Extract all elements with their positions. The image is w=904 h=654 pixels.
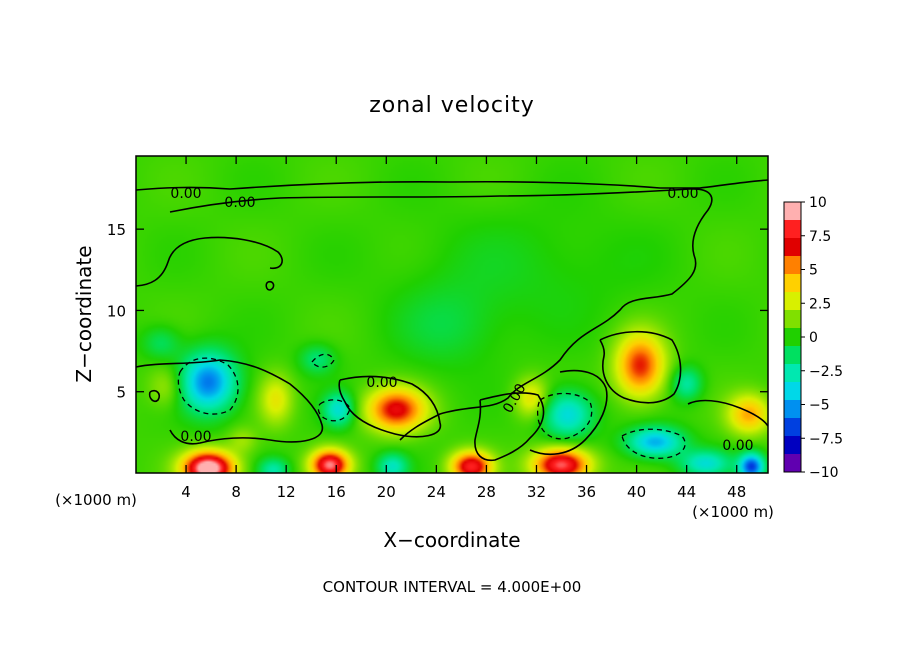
contour-line	[338, 375, 442, 438]
x-axis-unit-left: (×1000 m)	[55, 491, 137, 509]
x-axis-unit-right: (×1000 m)	[692, 503, 774, 521]
colorbar-swatch	[784, 400, 801, 419]
contour-line	[687, 399, 769, 427]
y-tick-label: 10	[107, 302, 126, 320]
colorbar-swatch	[784, 346, 801, 365]
x-tick-label: 28	[477, 483, 496, 501]
colorbar-swatch	[784, 382, 801, 401]
colorbar-swatch	[784, 292, 801, 311]
contour-line	[135, 179, 769, 191]
x-axis: 4 8 12 16 20 24 28 32 36 40 44 48	[181, 156, 746, 501]
contour-label-text: 0.00	[667, 186, 698, 202]
colorbar-tick-label: 7.5	[809, 229, 831, 245]
y-axis-label: Z−coordinate	[72, 245, 96, 382]
colorbar-swatch	[784, 256, 801, 275]
x-tick-label: 44	[677, 483, 696, 501]
contour-line	[311, 353, 335, 368]
colorbar-swatch	[784, 454, 801, 473]
x-tick-label: 40	[627, 483, 646, 501]
plot-area	[136, 156, 768, 473]
negative-contour-lines	[177, 353, 686, 459]
colorbar-tick-label: −7.5	[809, 431, 843, 447]
contour-label-text: 0.00	[170, 186, 201, 202]
x-tick-label: 16	[327, 483, 346, 501]
colorbar-swatch	[784, 220, 801, 239]
colorbar-swatch	[784, 364, 801, 383]
contour-label: 0.00	[224, 195, 255, 211]
colorbar-tick-label: 5	[809, 263, 818, 279]
colorbar-swatch	[784, 436, 801, 455]
chart-title: zonal velocity	[369, 93, 535, 118]
contour-line	[599, 330, 682, 404]
x-tick-label: 12	[277, 483, 296, 501]
colorbar-swatch	[784, 310, 801, 329]
contour-label: 0.00	[667, 186, 698, 202]
velocity-field-heatmap	[136, 156, 768, 473]
contour-line	[169, 188, 713, 441]
contour-line	[621, 428, 686, 459]
colorbar-swatch	[784, 418, 801, 437]
x-tick-label: 8	[231, 483, 241, 501]
contour-line	[265, 280, 275, 291]
x-tick-label: 48	[727, 483, 746, 501]
colorbar-tick-label: −2.5	[809, 364, 843, 380]
colorbar-tick-label: −10	[809, 465, 839, 481]
contour-label: 0.00	[170, 186, 201, 202]
colorbar-tick-label: 0	[809, 330, 818, 346]
contour-label: 0.00	[180, 429, 211, 445]
contour-interval-note: CONTOUR INTERVAL = 4.000E+00	[323, 578, 582, 596]
contour-label-text: 0.00	[180, 429, 211, 445]
contour-line	[317, 399, 351, 422]
contour-line	[529, 369, 608, 456]
y-tick-label: 5	[116, 384, 126, 402]
contour-label-text: 0.00	[366, 375, 397, 391]
y-tick-label: 15	[107, 221, 126, 239]
colorbar-swatch	[784, 274, 801, 293]
contour-line	[148, 389, 161, 403]
colorbar-tick-label: −5	[809, 398, 830, 414]
contour-line	[135, 359, 324, 445]
colorbar-swatch	[784, 328, 801, 347]
x-axis-label: X−coordinate	[383, 528, 520, 552]
colorbar-tick-label: 2.5	[809, 296, 831, 312]
colorbar-tick-label: 10	[809, 195, 827, 211]
x-tick-label: 32	[527, 483, 546, 501]
contour-label: 0.00	[366, 375, 397, 391]
contour-line	[177, 357, 239, 415]
x-tick-label: 4	[181, 483, 191, 501]
contour-labels: 0.000.000.000.000.000.000.00	[170, 186, 753, 454]
contour-label-text: 0.00	[224, 195, 255, 211]
colorbar-swatch	[784, 238, 801, 257]
zero-contour-lines	[135, 179, 769, 462]
x-tick-label: 20	[377, 483, 396, 501]
contour-line	[474, 392, 545, 462]
x-tick-label: 24	[427, 483, 446, 501]
y-axis: 5 10 15	[107, 221, 768, 402]
contour-label: 0.00	[722, 438, 753, 454]
plot-frame	[135, 155, 769, 474]
contour-line	[135, 236, 283, 287]
colorbar-swatch	[784, 202, 801, 221]
colorbar: 10 7.5 5 2.5 0 −2.5 −5 −7.5 −10	[783, 195, 843, 481]
contour-label-text: 0.00	[722, 438, 753, 454]
contour-line	[536, 392, 593, 440]
x-tick-label: 36	[577, 483, 596, 501]
